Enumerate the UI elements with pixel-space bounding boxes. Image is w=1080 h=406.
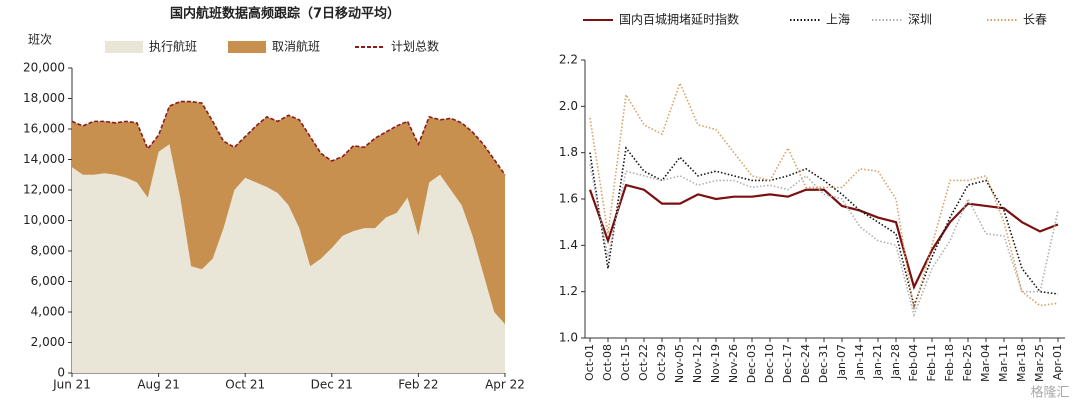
x-tick-label: Dec 21 bbox=[311, 378, 353, 392]
x-tick-label: Jan-28 bbox=[889, 344, 902, 380]
x-tick-label: Dec-03 bbox=[745, 344, 758, 383]
legend-label: 执行航班 bbox=[149, 39, 197, 54]
x-tick-label: Oct-29 bbox=[655, 344, 668, 381]
x-tick-label: Feb-18 bbox=[943, 344, 956, 381]
line bbox=[588, 183, 1059, 291]
legend-label: 国内百城拥堵延时指数 bbox=[619, 12, 739, 27]
area bbox=[72, 144, 505, 373]
legend-swatch bbox=[105, 41, 143, 53]
legend-label: 深圳 bbox=[908, 13, 932, 27]
x-tick-label: Dec-31 bbox=[817, 344, 830, 383]
x-tick-label: Mar-11 bbox=[997, 344, 1010, 382]
x-tick-label: Aug 21 bbox=[137, 378, 180, 392]
x-tick-label: Oct 21 bbox=[225, 378, 265, 392]
x-tick-label: Dec-17 bbox=[781, 344, 794, 383]
x-tick-label: Dec-24 bbox=[799, 344, 812, 383]
y-tick-label: 2,000 bbox=[31, 335, 65, 349]
y-tick-label: 1.0 bbox=[559, 331, 578, 345]
line bbox=[71, 100, 506, 176]
x-tick-label: Oct-08 bbox=[601, 344, 614, 381]
x-tick-label: Oct-01 bbox=[583, 344, 596, 381]
x-tick-label: Apr-01 bbox=[1051, 344, 1064, 380]
x-tick-label: Oct-15 bbox=[619, 344, 632, 381]
x-tick-label: Mar-18 bbox=[1015, 344, 1028, 382]
x-tick-label: Apr 22 bbox=[485, 378, 525, 392]
x-tick-label: Nov-26 bbox=[727, 344, 740, 383]
x-tick-label: Mar-25 bbox=[1033, 344, 1046, 382]
x-tick-label: Jan-21 bbox=[871, 344, 884, 380]
x-tick-label: Jan-14 bbox=[853, 344, 866, 380]
x-tick-label: Nov-05 bbox=[673, 344, 686, 383]
y-axis-label: 班次 bbox=[28, 33, 52, 47]
y-tick-label: 1.4 bbox=[559, 238, 578, 252]
x-tick-label: Feb-04 bbox=[907, 344, 920, 381]
x-tick-label: Feb 22 bbox=[398, 378, 438, 392]
y-tick-label: 20,000 bbox=[23, 61, 65, 75]
y-tick-label: 1.8 bbox=[559, 145, 578, 159]
x-tick-label: Jan-07 bbox=[835, 344, 848, 380]
x-tick-label: Feb-25 bbox=[961, 344, 974, 381]
legend-label: 上海 bbox=[826, 12, 850, 27]
y-tick-label: 8,000 bbox=[31, 244, 65, 258]
legend-label: 取消航班 bbox=[272, 39, 320, 54]
line bbox=[589, 80, 1059, 311]
chart-title: 国内航班数据高频跟踪（7日移动平均） bbox=[170, 6, 400, 22]
x-tick-label: Dec-10 bbox=[763, 344, 776, 383]
line bbox=[589, 164, 1059, 318]
y-tick-label: 10,000 bbox=[23, 213, 65, 227]
line bbox=[589, 146, 1059, 309]
y-tick-label: 18,000 bbox=[23, 91, 65, 105]
y-tick-label: 4,000 bbox=[31, 305, 65, 319]
x-tick-label: Mar-04 bbox=[979, 344, 992, 382]
x-tick-label: Feb-11 bbox=[925, 344, 938, 381]
y-tick-label: 12,000 bbox=[23, 183, 65, 197]
x-tick-label: Oct-22 bbox=[637, 344, 650, 381]
legend-swatch bbox=[228, 41, 266, 53]
y-tick-label: 1.2 bbox=[559, 284, 578, 298]
y-tick-label: 14,000 bbox=[23, 152, 65, 166]
watermark: 格隆汇 bbox=[1030, 385, 1069, 401]
area bbox=[72, 101, 505, 325]
x-tick-label: Nov-19 bbox=[709, 344, 722, 383]
legend-label: 长春 bbox=[1023, 13, 1047, 27]
x-tick-label: Nov-12 bbox=[691, 344, 704, 383]
y-tick-label: 2.2 bbox=[559, 53, 578, 67]
y-tick-label: 6,000 bbox=[31, 274, 65, 288]
y-tick-label: 2.0 bbox=[559, 99, 578, 113]
x-tick-label: Jun 21 bbox=[52, 378, 91, 392]
y-tick-label: 16,000 bbox=[23, 122, 65, 136]
y-tick-label: 0 bbox=[57, 366, 65, 380]
y-tick-label: 1.6 bbox=[559, 192, 578, 206]
legend-label: 计划总数 bbox=[391, 39, 439, 54]
